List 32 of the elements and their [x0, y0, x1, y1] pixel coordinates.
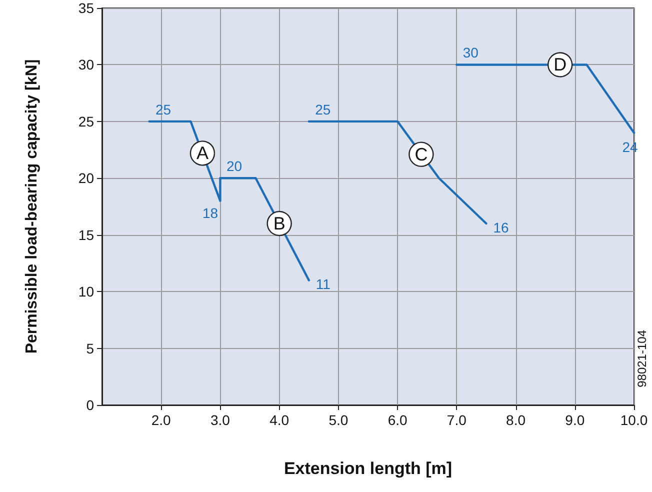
data-label: 16 [493, 220, 510, 236]
x-tick-label: 7.0 [446, 412, 467, 428]
y-tick-label: 30 [78, 56, 94, 73]
y-tick-label: 20 [78, 170, 94, 186]
x-tick-label: 2.0 [151, 412, 172, 428]
x-axis-title: Extension length [m] [284, 459, 452, 478]
data-label: 11 [316, 276, 331, 292]
annotation: A [196, 143, 208, 164]
data-label: 30 [462, 44, 479, 61]
data-label: 25 [156, 101, 172, 118]
x-tick-label: 10.0 [620, 412, 648, 428]
x-tick-label: 5.0 [328, 412, 348, 428]
line-series [148, 120, 310, 282]
x-tick-label: 6.0 [388, 412, 408, 428]
x-tick-label: 9.0 [565, 412, 585, 428]
y-tick-label: 5 [86, 340, 94, 356]
y-tick-label: 25 [78, 113, 94, 130]
y-tick-label: 0 [86, 397, 94, 413]
text: 98021-104 [635, 330, 649, 388]
x-tick-label: 3.0 [210, 412, 230, 428]
data-label: 20 [226, 158, 242, 174]
annotation: C [414, 144, 428, 164]
y-tick-label: 35 [78, 0, 94, 16]
data-label: 25 [315, 101, 331, 118]
annotation: B [273, 214, 286, 234]
annotation: D [554, 54, 567, 75]
y-axis-title: Permissible load-bearing capacity [kN] [24, 59, 40, 354]
x-tick-label: 4.0 [270, 412, 290, 428]
y-tick-label: 10 [78, 284, 94, 300]
x-tick-label: 8.0 [506, 412, 526, 428]
y-tick-label: 15 [78, 226, 94, 243]
data-label: 18 [202, 204, 218, 221]
